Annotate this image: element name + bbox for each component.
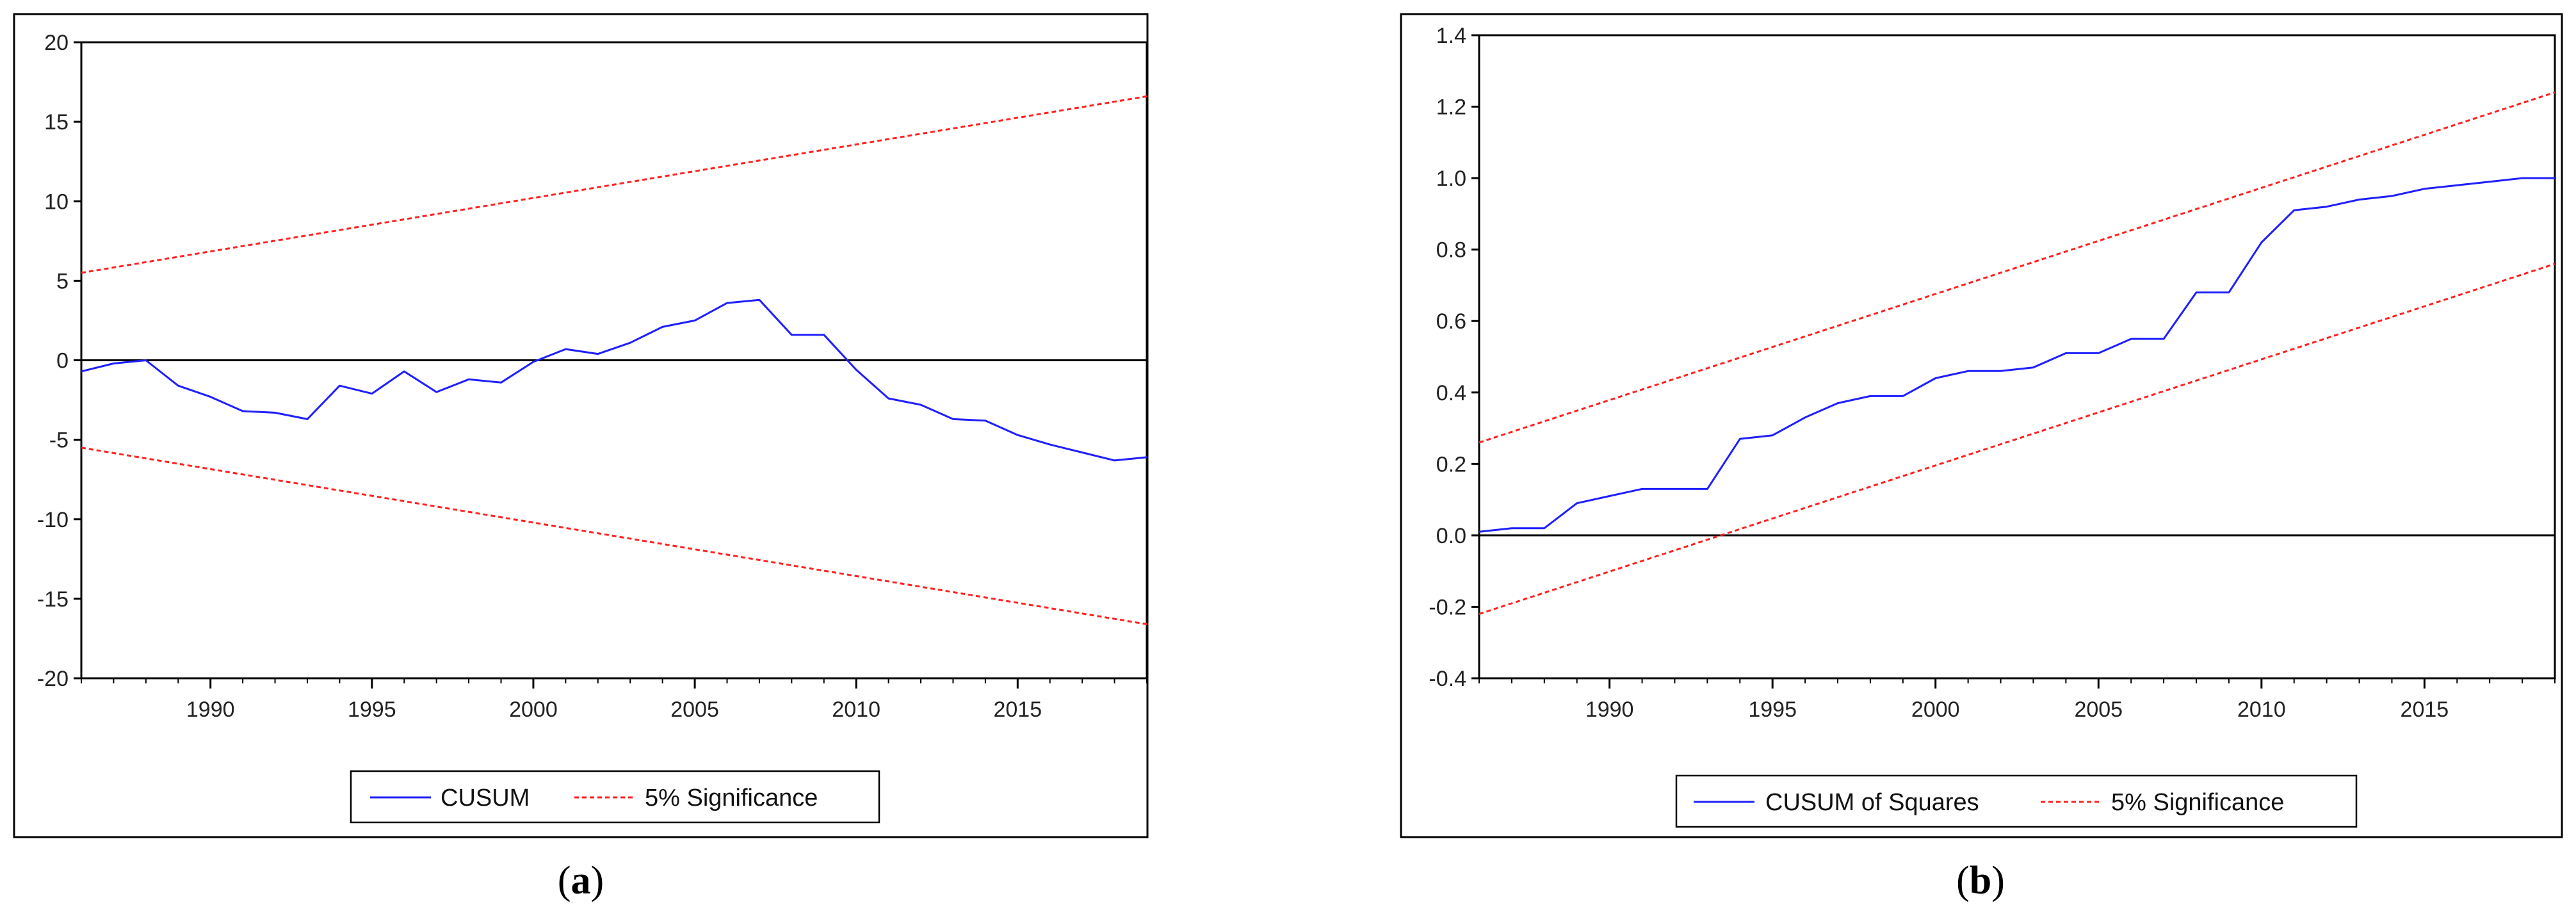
y-tick-label: 0.4: [1436, 381, 1466, 405]
legend-significance-label: 5% Significance: [645, 785, 818, 811]
x-tick-label: 2000: [509, 697, 558, 722]
x-tick-label: 2000: [1911, 697, 1960, 722]
x-tick-label: 1990: [186, 697, 235, 722]
y-tick-label: 10: [44, 190, 69, 214]
legend: CUSUM of Squares 5% Significance: [1675, 774, 2358, 828]
lower-significance-bound-line: [81, 446, 1147, 626]
x-tick-label: 2010: [832, 697, 880, 722]
y-tick-label: 1.2: [1436, 95, 1466, 120]
series-line: [1478, 177, 2555, 533]
y-tick-label: 0.6: [1436, 309, 1466, 334]
y-tick-label: -15: [37, 587, 69, 612]
series-line: [81, 298, 1147, 462]
legend-cusum-squares-label: CUSUM of Squares: [1765, 789, 1979, 816]
x-tick-label: 2005: [670, 697, 719, 722]
y-tick-label: -0.2: [1429, 595, 1466, 619]
y-tick-label: 0.8: [1436, 238, 1466, 263]
legend-significance-label: 5% Significance: [2111, 789, 2284, 816]
y-tick-label: -0.4: [1429, 667, 1466, 691]
y-tick-label: -5: [49, 428, 69, 453]
x-tick-label: 1995: [1748, 697, 1797, 722]
y-tick-label: 20: [44, 31, 69, 55]
lower-significance-bound-line: [1478, 263, 2556, 616]
x-tick-label: 2015: [2401, 697, 2449, 722]
x-tick-label: 2010: [2237, 697, 2286, 722]
y-tick-label: 1.0: [1436, 167, 1466, 191]
y-tick-label: 0: [56, 349, 69, 373]
y-tick-label: -20: [37, 667, 69, 691]
cusum-of-squares-chart-panel: -0.4 -0.2 0.0 0.2 0.4 0.6 0.8 1.0 1.2 1.4 1990 1995…: [1400, 13, 2563, 902]
y-tick-label: 15: [44, 110, 69, 135]
x-tick-label: 2005: [2074, 697, 2123, 722]
caption-b: (b): [1956, 859, 2005, 902]
x-tick-label: 1990: [1585, 697, 1634, 722]
caption-a: (a): [558, 859, 604, 902]
y-tick-label: -10: [37, 508, 69, 532]
chart-frame: [1400, 13, 2563, 838]
x-tick-label: 1995: [348, 697, 396, 722]
cusum-chart-panel: -20 -15 -10 -5 0 5 10 15 20 1990 1995 2000 2005 2010 2…: [13, 13, 1149, 902]
legend-cusum-label: CUSUM: [441, 785, 530, 811]
y-tick-label: 0.0: [1436, 524, 1466, 548]
upper-significance-bound-line: [81, 95, 1147, 274]
legend: CUSUM 5% Significance: [350, 770, 880, 824]
plot-area: [1478, 34, 2556, 680]
y-tick-label: 1.4: [1436, 24, 1466, 48]
y-tick-label: 5: [56, 269, 69, 293]
y-tick-label: 0.2: [1436, 452, 1466, 477]
legend-box: [1675, 774, 2358, 828]
upper-significance-bound-line: [1478, 91, 2556, 444]
x-tick-label: 2015: [993, 697, 1042, 722]
